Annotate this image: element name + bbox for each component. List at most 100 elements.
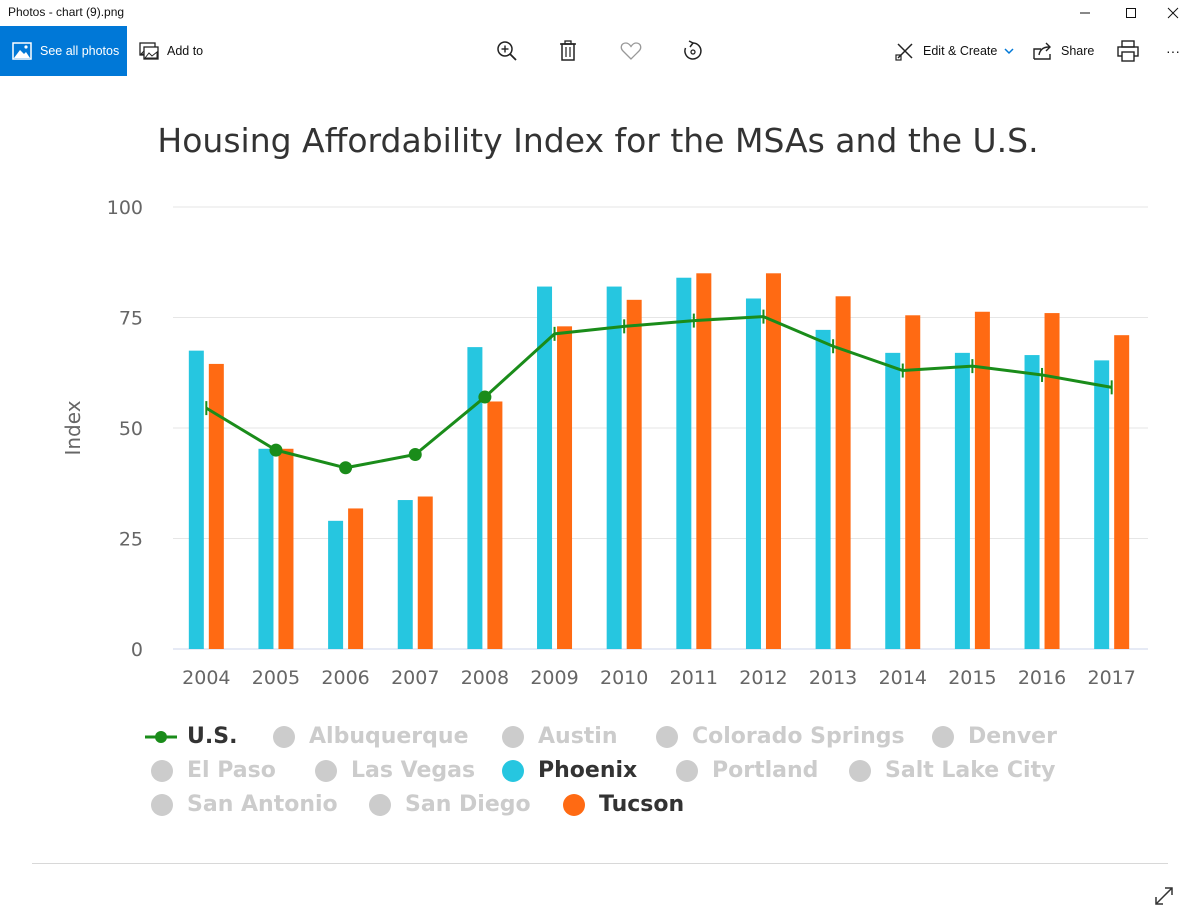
bar-phoenix	[676, 277, 692, 649]
favorite-button[interactable]	[619, 39, 643, 63]
y-tick-label: 0	[131, 639, 143, 661]
legend-item-el-paso[interactable]: El Paso	[151, 758, 276, 783]
bar-tucson	[696, 273, 712, 649]
y-tick-label: 50	[119, 418, 143, 440]
x-tick-label: 2013	[809, 667, 857, 689]
legend-item-san-diego[interactable]: San Diego	[369, 792, 531, 817]
add-to-icon	[139, 42, 159, 60]
bar-phoenix	[397, 500, 413, 649]
x-tick-label: 2004	[182, 667, 230, 689]
legend-label: Colorado Springs	[692, 724, 905, 749]
chart-canvas: 0 25 50 75 100 Index 2004 2005 2006 2007 2008 2009 2…	[61, 197, 1148, 689]
see-all-photos-button[interactable]: See all photos	[0, 26, 127, 76]
add-to-button[interactable]: Add to	[139, 26, 203, 76]
bar-phoenix	[606, 286, 622, 649]
legend-item-austin[interactable]: Austin	[502, 724, 618, 749]
legend-dot	[151, 793, 173, 816]
legend-dot	[273, 725, 295, 748]
line-us	[205, 315, 1112, 470]
legend-label: San Diego	[405, 792, 531, 817]
title-bar: Photos - chart (9).png	[0, 0, 1196, 26]
y-tick-label: 25	[119, 529, 143, 551]
rotate-icon	[684, 40, 702, 60]
legend-dot	[502, 759, 524, 782]
legend-item-u-s-[interactable]: U.S.	[145, 724, 237, 749]
maximize-button[interactable]	[1108, 0, 1154, 26]
y-tick-label: 75	[119, 308, 143, 330]
bar-phoenix	[1024, 355, 1040, 649]
legend-label: Las Vegas	[351, 758, 476, 783]
y-tick-label: 100	[107, 197, 143, 219]
legend-label: El Paso	[187, 758, 276, 783]
x-tick-label: 2011	[670, 667, 718, 689]
legend-label: U.S.	[187, 724, 238, 749]
zoom-button[interactable]	[495, 39, 519, 63]
legend-item-las-vegas[interactable]: Las Vegas	[315, 758, 475, 783]
legend-label: Austin	[538, 724, 618, 749]
legend-label: Salt Lake City	[885, 758, 1056, 783]
bar-tucson	[487, 401, 503, 649]
share-icon	[1033, 42, 1051, 60]
print-button[interactable]	[1116, 39, 1140, 63]
share-button[interactable]: Share	[1033, 26, 1094, 76]
bar-phoenix	[328, 520, 344, 649]
x-tick-label: 2016	[1018, 667, 1066, 689]
expand-icon[interactable]	[1152, 884, 1176, 908]
bar-phoenix	[188, 350, 204, 649]
heart-icon	[620, 42, 642, 60]
edit-icon	[895, 43, 913, 61]
legend-line-marker	[145, 730, 177, 743]
image-viewer: Housing Affordability Index for the MSAs…	[0, 76, 1196, 914]
legend-dot	[676, 759, 698, 782]
x-tick-label: 2015	[948, 667, 996, 689]
legend-item-phoenix[interactable]: Phoenix	[502, 758, 637, 783]
x-tick-label: 2009	[530, 667, 578, 689]
more-button[interactable]: ···	[1166, 26, 1180, 76]
close-icon	[1167, 7, 1179, 19]
legend-item-san-antonio[interactable]: San Antonio	[151, 792, 338, 817]
legend-label: Phoenix	[538, 758, 638, 783]
legend-item-albuquerque[interactable]: Albuquerque	[273, 724, 469, 749]
bar-phoenix	[258, 448, 274, 649]
delete-button[interactable]	[556, 39, 580, 63]
minimize-button[interactable]	[1062, 0, 1108, 26]
bar-tucson	[1044, 313, 1060, 649]
bar-tucson	[905, 315, 921, 649]
legend-item-tucson[interactable]: Tucson	[563, 792, 684, 817]
maximize-icon	[1126, 8, 1136, 18]
bar-tucson	[1114, 335, 1130, 649]
line-point	[339, 461, 353, 475]
bar-tucson	[974, 311, 990, 649]
minimize-icon	[1080, 12, 1090, 14]
divider	[32, 863, 1168, 864]
printer-icon	[1117, 40, 1139, 62]
legend-dot	[932, 725, 954, 748]
legend-dot	[849, 759, 871, 782]
legend-dot	[656, 725, 678, 748]
zoom-in-icon	[497, 41, 517, 61]
legend-item-salt-lake-city[interactable]: Salt Lake City	[849, 758, 1055, 783]
photos-icon	[12, 42, 32, 60]
line-point	[408, 448, 422, 462]
bar-tucson	[557, 326, 573, 649]
rotate-button[interactable]	[681, 39, 705, 63]
edit-create-button[interactable]: Edit & Create	[895, 26, 1014, 76]
bar-phoenix	[745, 298, 761, 649]
x-tick-label: 2005	[252, 667, 300, 689]
close-button[interactable]	[1150, 0, 1196, 26]
bar-phoenix	[467, 347, 483, 649]
legend-item-denver[interactable]: Denver	[932, 724, 1057, 749]
legend-item-colorado-springs[interactable]: Colorado Springs	[656, 724, 905, 749]
legend-label: Albuquerque	[309, 724, 469, 749]
legend-item-portland[interactable]: Portland	[676, 758, 818, 783]
share-label: Share	[1061, 44, 1095, 58]
x-tick-label: 2007	[391, 667, 439, 689]
bar-tucson	[417, 496, 433, 649]
x-tick-label: 2012	[739, 667, 787, 689]
legend-label: Denver	[968, 724, 1057, 749]
x-tick-label: 2017	[1087, 667, 1135, 689]
trash-icon	[560, 40, 576, 61]
toolbar: See all photos Add to	[0, 26, 1196, 76]
legend-dot	[502, 725, 524, 748]
x-tick-label: 2014	[879, 667, 927, 689]
